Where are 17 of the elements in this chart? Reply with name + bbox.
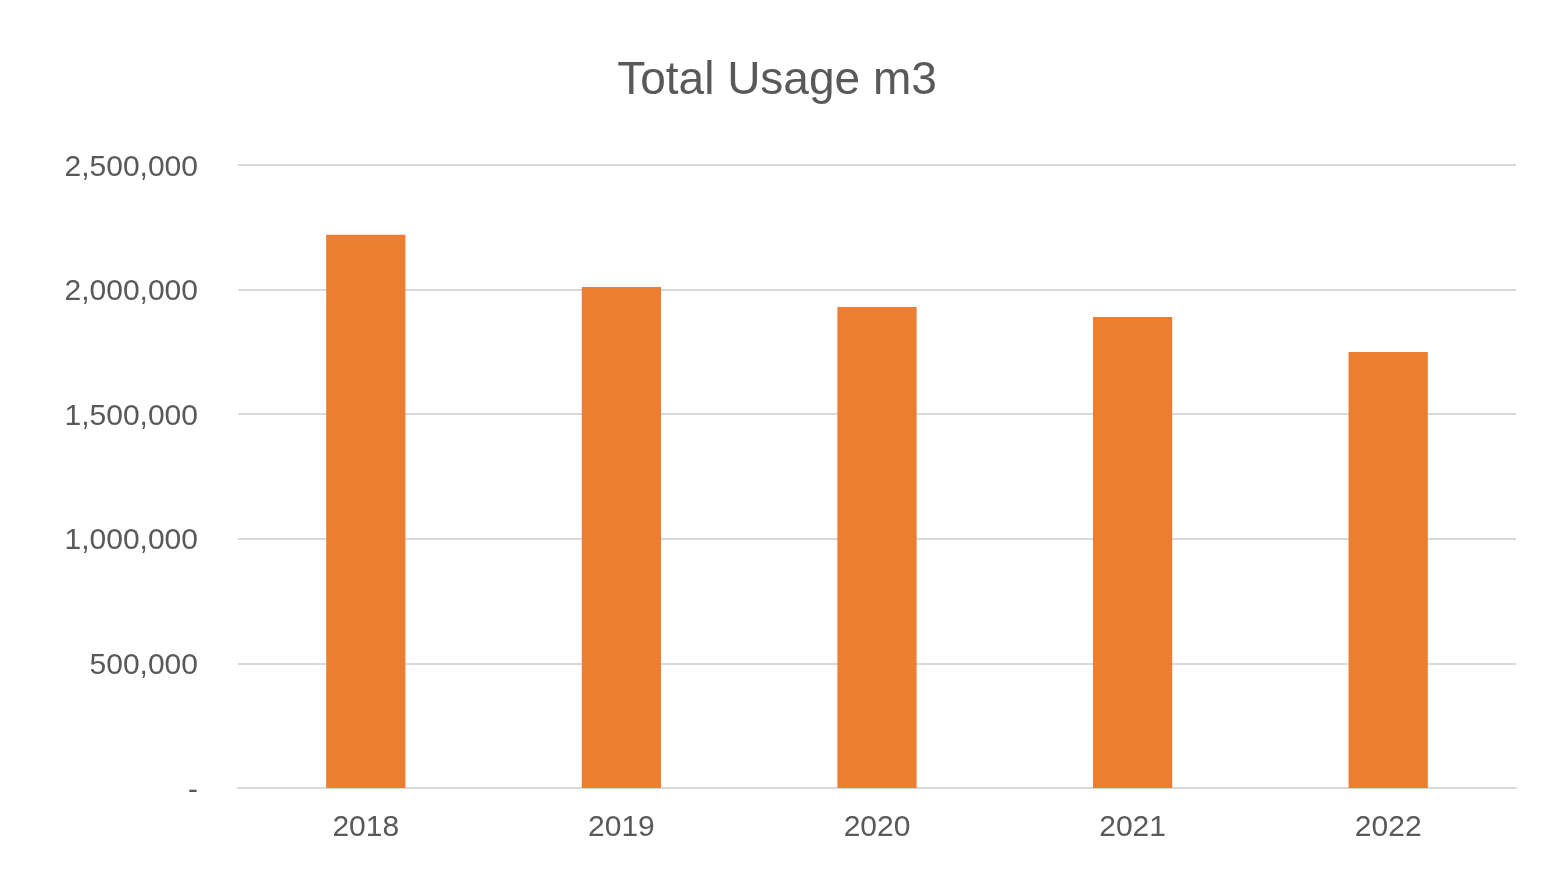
x-tick-label: 2019: [588, 808, 655, 842]
x-tick-label: 2018: [332, 808, 400, 842]
chart-title: Total Usage m3: [617, 52, 937, 104]
x-tick-label: 2022: [1354, 808, 1422, 842]
x-tick-label: 2020: [843, 808, 911, 842]
y-tick-label: 1,500,000: [64, 397, 198, 431]
bar: [1092, 317, 1173, 788]
y-tick-label: 2,500,000: [64, 148, 198, 182]
bar: [326, 234, 406, 788]
bar: [581, 287, 662, 788]
y-tick-label: 500,000: [89, 646, 198, 680]
y-tick-label: -: [188, 771, 198, 805]
y-tick-label: 1,000,000: [64, 522, 198, 556]
x-tick-label: 2021: [1099, 808, 1166, 842]
y-tick-label: 2,000,000: [64, 273, 198, 307]
bar: [837, 307, 917, 788]
bar: [1348, 351, 1428, 788]
